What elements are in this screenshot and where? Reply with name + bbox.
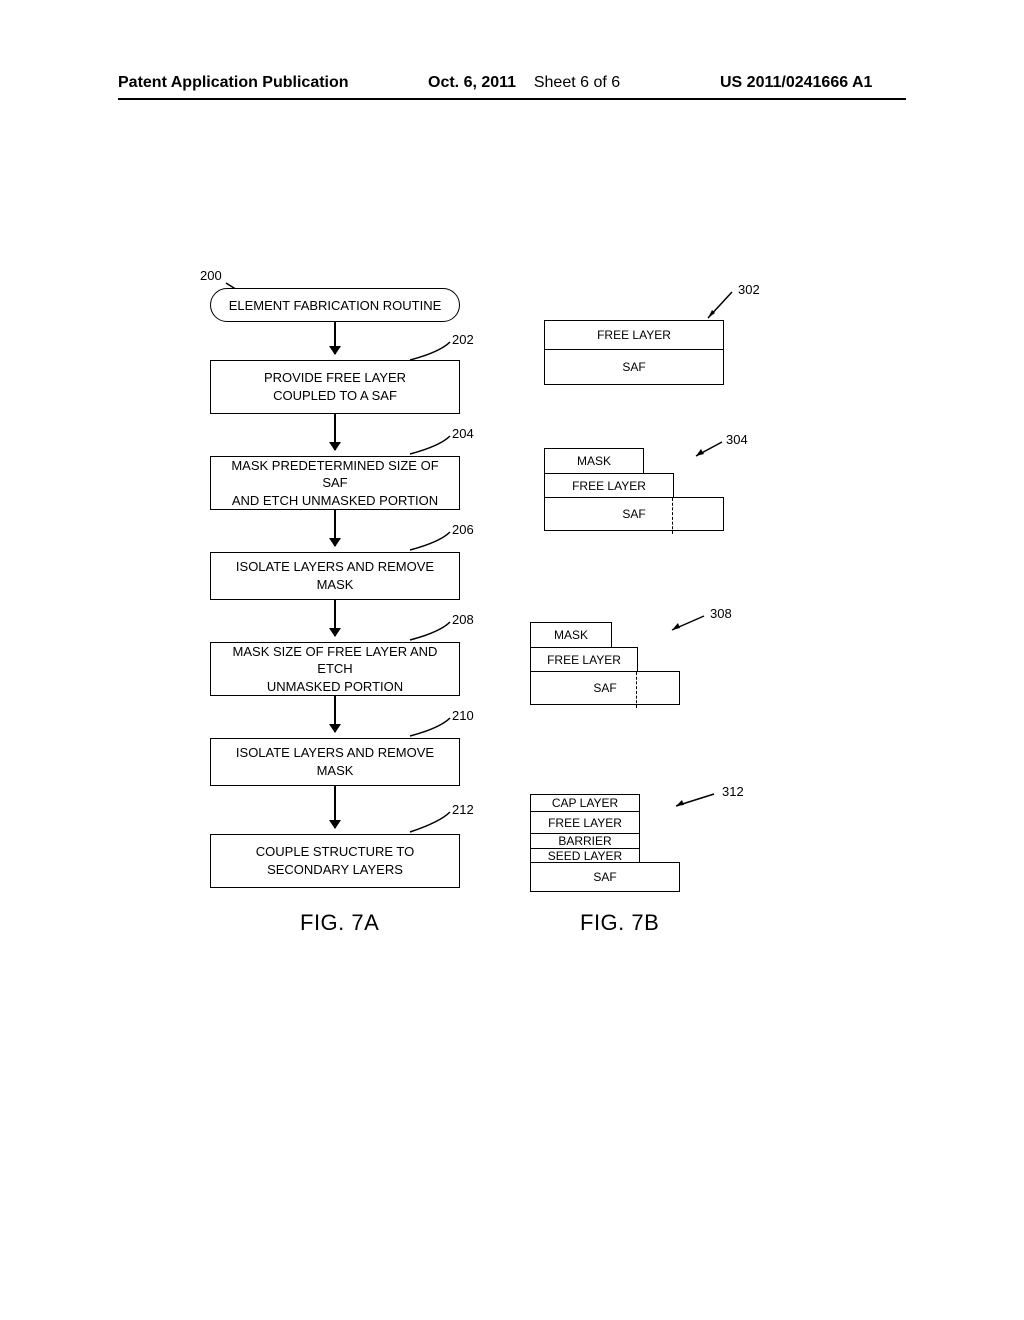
lead-212 — [400, 808, 460, 836]
layer-312-cap: CAP LAYER — [530, 794, 640, 812]
arrow-6 — [334, 786, 336, 828]
step-204-text: MASK PREDETERMINED SIZE OF SAF AND ETCH … — [217, 457, 453, 510]
step-206: ISOLATE LAYERS AND REMOVE MASK — [210, 552, 460, 600]
ref-200: 200 — [200, 268, 222, 283]
stack-304: MASK FREE LAYER SAF — [544, 448, 724, 531]
lead-210 — [400, 714, 460, 740]
step-204: MASK PREDETERMINED SIZE OF SAF AND ETCH … — [210, 456, 460, 510]
step-210: ISOLATE LAYERS AND REMOVE MASK — [210, 738, 460, 786]
arrow-1 — [334, 322, 336, 354]
step-208: MASK SIZE OF FREE LAYER AND ETCH UNMASKE… — [210, 642, 460, 696]
header-rule — [118, 98, 906, 100]
ref-206: 206 — [452, 522, 474, 537]
stack-302: FREE LAYER SAF — [544, 320, 724, 385]
sheet-count: Sheet 6 of 6 — [534, 74, 620, 91]
flow-start-text: ELEMENT FABRICATION ROUTINE — [229, 298, 442, 313]
layer-312-free: FREE LAYER — [530, 811, 640, 835]
lead-206 — [400, 528, 460, 554]
lead-208 — [400, 618, 460, 644]
header-center: Oct. 6, 2011 Sheet 6 of 6 — [428, 74, 620, 92]
arrow-4 — [334, 600, 336, 636]
dash-308 — [636, 672, 637, 708]
layer-304-saf: SAF — [544, 497, 724, 531]
ref-208: 208 — [452, 612, 474, 627]
layer-308-saf: SAF — [530, 671, 680, 705]
ref-312: 312 — [722, 784, 744, 799]
header-left: Patent Application Publication — [118, 74, 349, 92]
step-202: PROVIDE FREE LAYER COUPLED TO A SAF — [210, 360, 460, 414]
ref-210: 210 — [452, 708, 474, 723]
stack-312: CAP LAYER FREE LAYER BARRIER SEED LAYER … — [530, 794, 680, 892]
flow-start: ELEMENT FABRICATION ROUTINE — [210, 288, 460, 322]
arrow-5 — [334, 696, 336, 732]
step-210-text: ISOLATE LAYERS AND REMOVE MASK — [217, 744, 453, 779]
ref-304: 304 — [726, 432, 748, 447]
ref-204: 204 — [452, 426, 474, 441]
ref-302: 302 — [738, 282, 760, 297]
layer-308-mask: MASK — [530, 622, 612, 648]
step-212: COUPLE STRUCTURE TO SECONDARY LAYERS — [210, 834, 460, 888]
layer-302-saf: SAF — [544, 349, 724, 385]
ref-212: 212 — [452, 802, 474, 817]
fig7a-label: FIG. 7A — [300, 910, 379, 936]
page: Patent Application Publication Oct. 6, 2… — [0, 0, 1024, 1320]
ref-202: 202 — [452, 332, 474, 347]
fig7b-label: FIG. 7B — [580, 910, 659, 936]
lead-204 — [400, 432, 460, 458]
pub-date: Oct. 6, 2011 — [428, 74, 516, 91]
step-202-text: PROVIDE FREE LAYER COUPLED TO A SAF — [264, 369, 406, 404]
step-208-text: MASK SIZE OF FREE LAYER AND ETCH UNMASKE… — [217, 643, 453, 696]
step-206-text: ISOLATE LAYERS AND REMOVE MASK — [217, 558, 453, 593]
layer-304-mask: MASK — [544, 448, 644, 474]
ref-308: 308 — [710, 606, 732, 621]
layer-308-free: FREE LAYER — [530, 647, 638, 673]
layer-312-saf: SAF — [530, 862, 680, 892]
layer-302-free: FREE LAYER — [544, 320, 724, 350]
step-212-text: COUPLE STRUCTURE TO SECONDARY LAYERS — [256, 843, 414, 878]
arrow-2 — [334, 414, 336, 450]
pub-number: US 2011/0241666 A1 — [720, 74, 872, 92]
dash-304 — [672, 498, 673, 534]
stack-308: MASK FREE LAYER SAF — [530, 622, 680, 705]
layer-304-free: FREE LAYER — [544, 473, 674, 499]
arrow-3 — [334, 510, 336, 546]
